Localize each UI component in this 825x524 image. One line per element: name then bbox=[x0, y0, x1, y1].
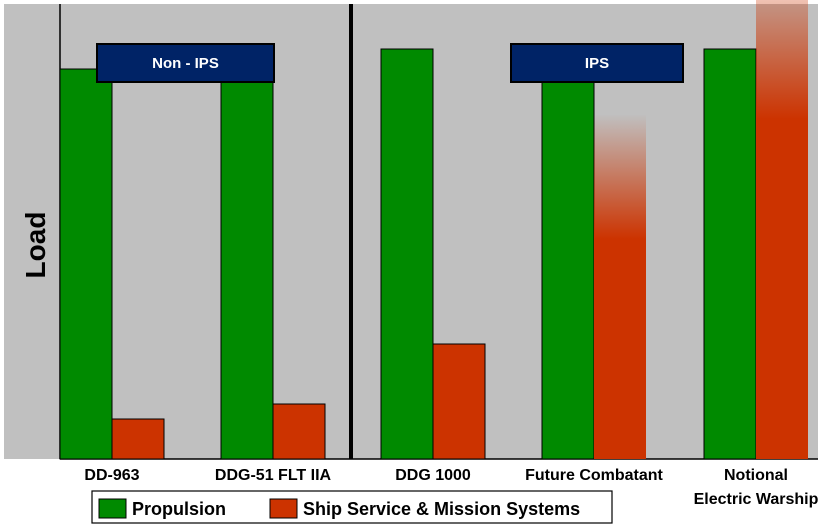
bar-propulsion-4 bbox=[541, 48, 595, 460]
bar-propulsion-3 bbox=[380, 48, 434, 460]
bar-propulsion-1 bbox=[59, 68, 113, 460]
bar-fade-ship-service-5 bbox=[756, 0, 808, 119]
bar-ship-service-2 bbox=[272, 403, 326, 460]
legend-swatch-2 bbox=[269, 498, 298, 519]
group-label-box-2 bbox=[510, 43, 684, 83]
bar-propulsion-5 bbox=[703, 48, 757, 460]
category-label-3: DDG 1000 bbox=[395, 467, 471, 484]
bar-ship-service-4 bbox=[594, 239, 646, 459]
group-label-2: IPS bbox=[585, 55, 609, 72]
legend-label-1: Propulsion bbox=[132, 499, 226, 519]
legend: Propulsion Ship Service & Mission Systems bbox=[91, 490, 613, 524]
category-label-5-line-2: Electric Warship bbox=[694, 491, 819, 508]
category-label-2: DDG-51 FLT IIA bbox=[215, 467, 332, 484]
group-label-box-1 bbox=[96, 43, 275, 83]
bar-fade-ship-service-4 bbox=[594, 114, 646, 239]
y-axis-label: Load bbox=[20, 212, 51, 279]
category-label-4: Future Combatant bbox=[525, 467, 663, 484]
bar-propulsion-2 bbox=[220, 48, 274, 460]
group-label-1: Non - IPS bbox=[152, 55, 219, 72]
legend-swatch-1 bbox=[98, 498, 127, 519]
bar-ship-service-3 bbox=[432, 343, 486, 460]
category-label-1: DD-963 bbox=[84, 467, 139, 484]
category-label-5-line-1: Notional bbox=[724, 467, 788, 484]
bar-ship-service-1 bbox=[111, 418, 165, 460]
bar-ship-service-5 bbox=[756, 119, 808, 459]
legend-label-2: Ship Service & Mission Systems bbox=[303, 499, 580, 519]
